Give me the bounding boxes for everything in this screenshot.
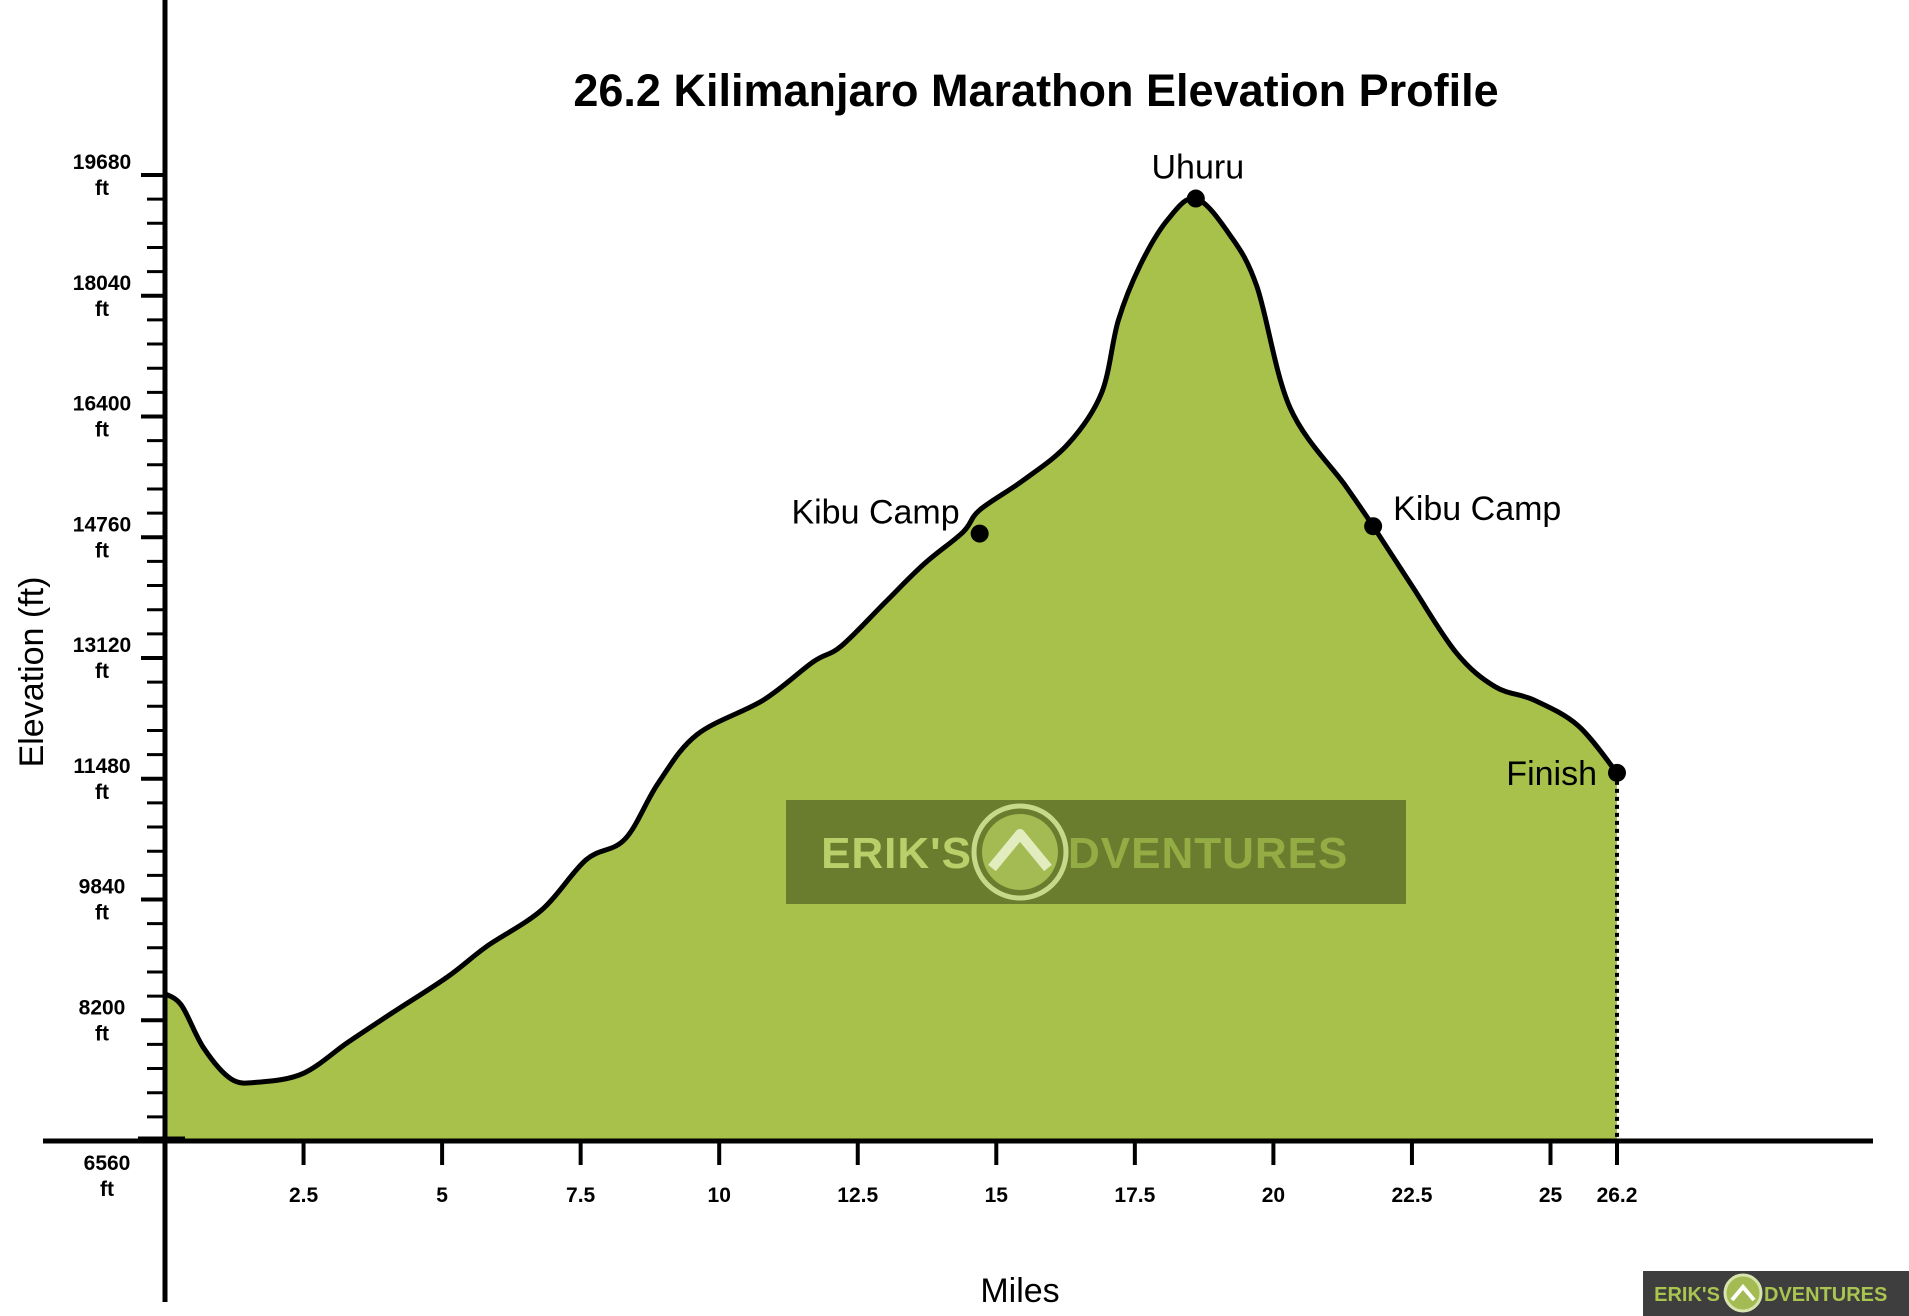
axes-layer: 19680 ft 18040 ft 16400 ft 14760 ft 13120 ft 11480… (43, 0, 1873, 1302)
y-tick-label: 16400 (73, 393, 131, 416)
annotation-label: Kibu Camp (791, 494, 959, 532)
y-tick-unit: ft (95, 1022, 109, 1045)
footer-logo-text-left: ERIK'S (1654, 1284, 1720, 1306)
y-tick-label: 6560 (84, 1152, 131, 1175)
elevation-area (165, 198, 1617, 1141)
x-tick-label: 2.5 (289, 1184, 319, 1207)
y-tick-unit: ft (95, 781, 109, 804)
y-tick-unit: ft (95, 177, 109, 200)
annotation-label: Uhuru (1152, 149, 1245, 187)
y-tick-label: 9840 (79, 876, 126, 899)
elevation-line (163, 195, 1619, 1086)
annotation-label: Finish (1506, 755, 1597, 793)
y-tick-label: 18040 (73, 272, 131, 295)
x-tick-label: 25 (1539, 1184, 1563, 1207)
watermark-text-left: ERIK'S (821, 829, 972, 878)
y-axis-title: Elevation (ft) (13, 577, 51, 768)
chart-title: 26.2 Kilimanjaro Marathon Elevation Prof… (573, 65, 1498, 116)
y-tick-unit: ft (100, 1178, 114, 1201)
y-tick-label: 11480 (73, 755, 130, 778)
y-tick-label: 19680 (73, 151, 131, 174)
y-tick-unit: ft (95, 660, 109, 683)
annotation-label: Kibu Camp (1393, 490, 1561, 528)
footer-logo-band (1643, 1271, 1909, 1316)
x-tick-label: 7.5 (566, 1184, 596, 1207)
y-tick-label: 8200 (79, 996, 126, 1019)
x-axis-title: Miles (980, 1272, 1059, 1310)
y-tick-label: 14760 (73, 513, 131, 536)
x-tick-label: 5 (436, 1184, 448, 1207)
annotation-point (1186, 189, 1205, 208)
watermark-circle-fill (982, 814, 1058, 890)
y-tick-unit: ft (95, 539, 109, 562)
annotation-point (1608, 763, 1626, 782)
marks-layer: Kibu Camp Uhuru Kibu Camp Finish (163, 149, 1626, 1141)
y-tick-unit: ft (95, 298, 109, 321)
footer-logo: ERIK'S DVENTURES (1643, 1271, 1909, 1316)
x-tick-label: 22.5 (1392, 1184, 1433, 1207)
mountain-icon (988, 829, 1052, 872)
x-tick-label: 10 (708, 1184, 731, 1207)
annotation-point (1364, 517, 1383, 536)
watermark-logo: ERIK'S DVENTURES (786, 800, 1406, 904)
x-tick-label: 17.5 (1114, 1184, 1155, 1207)
watermark-band (786, 800, 1406, 904)
y-tick-unit: ft (95, 419, 109, 442)
watermark-text-right: DVENTURES (1068, 829, 1348, 878)
footer-logo-text-right: DVENTURES (1764, 1284, 1887, 1306)
area-layer (165, 198, 1617, 1141)
y-tick-unit: ft (95, 902, 109, 925)
x-tick-label: 26.2 (1597, 1184, 1638, 1207)
x-tick-label: 20 (1262, 1184, 1285, 1207)
footer-circle-icon (1723, 1273, 1763, 1313)
x-tick-label: 12.5 (837, 1184, 878, 1207)
footer-mountain-icon (1730, 1283, 1756, 1302)
watermark-circle-icon (971, 803, 1069, 901)
annotation-point (970, 524, 989, 543)
x-tick-label: 15 (985, 1184, 1009, 1207)
y-tick-label: 13120 (73, 634, 131, 657)
